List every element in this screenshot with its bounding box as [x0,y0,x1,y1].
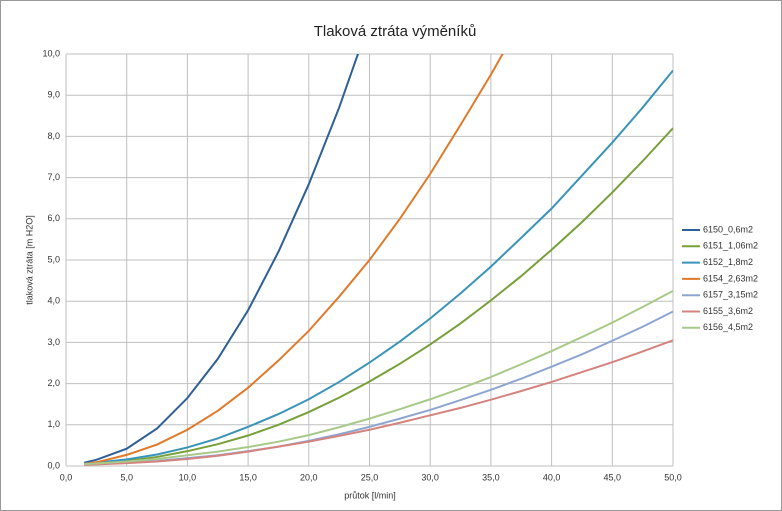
legend-label: 6155_3,6m2 [703,306,753,316]
series-line [84,69,673,465]
y-tick-label: 3,0 [47,337,60,347]
plot-lines [83,54,673,466]
y-axis-label: tlaková ztráta [m H2O] [24,215,34,305]
y-tick-label: 1,0 [47,419,60,429]
legend-label: 6152_1,8m2 [703,257,753,267]
y-tick-label: 7,0 [47,172,60,182]
legend-label: 6157_3,15m2 [703,290,758,300]
x-tick-label: 10,0 [179,472,197,482]
y-tick-label: 8,0 [47,131,60,141]
x-tick-label: 0,0 [60,472,73,482]
y-tick-label: 2,0 [47,378,60,388]
y-tick-label: 10,0 [42,48,60,58]
series-line [84,54,504,465]
x-tick-label: 45,0 [604,472,622,482]
y-tick-label: 4,0 [47,296,60,306]
x-tick-label: 40,0 [543,472,561,482]
y-tick-label: 6,0 [47,213,60,223]
series-line [84,339,673,466]
x-tick-label: 25,0 [361,472,379,482]
x-tick-label: 50,0 [664,472,682,482]
series-line [84,127,673,465]
grid: 0,0 1,0 2,0 3,0 4,0 5,0 6,0 7,0 8,0 9,0 10,0 0,0 5,0… [42,48,681,482]
legend-label: 6154_2,63m2 [703,273,758,283]
y-tick-label: 0,0 [47,460,60,470]
x-axis-label: průtok [l/min] [344,490,396,500]
chart-title: Tlaková ztráta výměníků [314,23,477,40]
x-tick-label: 15,0 [239,472,257,482]
legend-label: 6151_1,06m2 [703,241,758,251]
x-tick-label: 30,0 [421,472,439,482]
legend-label: 6156_4,5m2 [703,322,753,332]
x-tick-label: 5,0 [120,472,133,482]
series-line [83,54,359,464]
legend-label: 6150_0,6m2 [703,224,753,234]
y-tick-label: 9,0 [47,90,60,100]
x-tick-label: 35,0 [482,472,500,482]
y-tick-label: 5,0 [47,254,60,264]
x-tick-label: 20,0 [300,472,318,482]
legend: 6150_0,6m2 6151_1,06m2 6152_1,8m2 6154_2,63… [682,224,758,332]
series-line [84,290,673,465]
